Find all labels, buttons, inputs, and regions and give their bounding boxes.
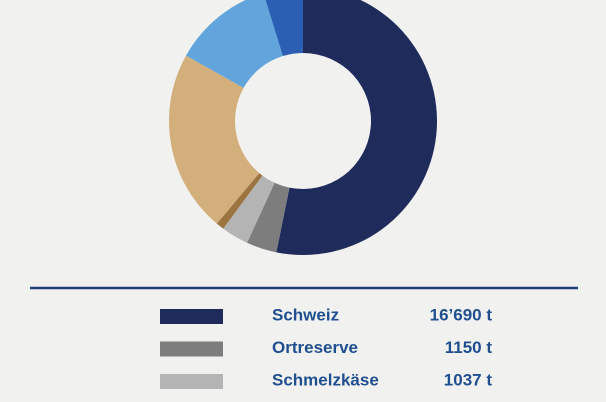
donut-segment <box>247 182 290 253</box>
legend-swatch <box>160 374 223 389</box>
legend-label: Schmelzkäse <box>272 370 379 389</box>
legend-value: 16’690 t <box>430 305 493 324</box>
donut-segment <box>186 0 283 88</box>
donut-segment <box>168 55 260 224</box>
donut-segment <box>223 175 275 243</box>
donut-segment <box>276 0 437 255</box>
legend-value: 1037 t <box>444 370 493 389</box>
legend-label: Ortreserve <box>272 338 358 357</box>
legend-swatch <box>160 309 223 324</box>
legend-swatch <box>160 341 223 357</box>
legend-value: 1150 t <box>445 338 493 357</box>
donut-segment <box>216 173 263 229</box>
legend-label: Schweiz <box>272 305 339 324</box>
donut-segment <box>265 0 303 57</box>
